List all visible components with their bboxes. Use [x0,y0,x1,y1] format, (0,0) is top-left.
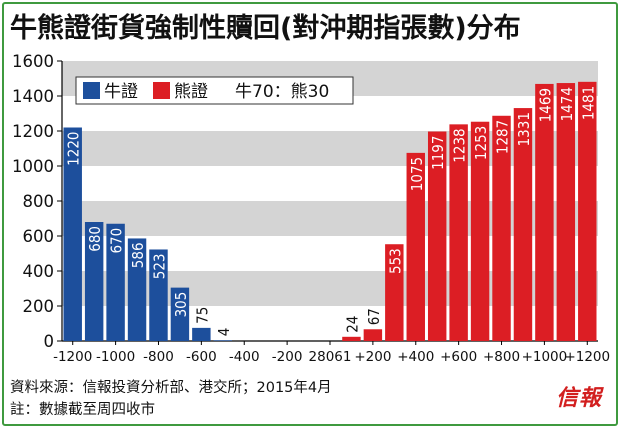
x-tick-label: +1200 [564,349,610,365]
data-label: 1197 [429,136,447,170]
hkej-logo: 信報 [555,385,602,411]
data-label: 1287 [494,120,512,154]
bear-bar [363,329,383,341]
bear-bar [492,115,511,342]
bear-bar [342,336,361,341]
data-label: 1481 [579,86,597,120]
bear-bar [556,83,576,342]
bull-bar [84,222,104,341]
y-tick-label: 1200 [12,122,54,141]
data-label: 1238 [451,128,469,162]
bull-bar [63,127,82,341]
data-label: 553 [386,248,404,274]
bear-bar [449,124,468,341]
legend-box [75,76,354,105]
bear-bar [406,152,425,341]
x-tick-label: +800 [483,349,520,365]
x-tick-label: -200 [272,349,303,365]
bull-bar [170,287,190,341]
legend-swatch-bull [83,82,100,99]
y-tick-label: 400 [23,262,55,281]
legend-swatch-bear [153,82,170,99]
x-tick-label: -400 [229,349,260,365]
bull-bar [192,327,211,341]
y-tick-label: 200 [23,297,55,316]
bull-bar [213,340,233,341]
x-tick-label: 28061 [309,349,352,365]
bear-bar [385,244,404,341]
data-label: 24 [343,316,361,333]
x-tick-label: +1000 [522,349,568,365]
y-tick-label: 600 [23,227,55,246]
data-label: 670 [108,228,126,254]
bull-bar [127,238,147,341]
y-axis: 0 200 400 600 800 1000 1200 1400 1600 [12,52,63,351]
y-tick-label: 0 [44,332,55,351]
data-label: 305 [172,292,190,318]
x-tick-label: -800 [143,349,174,365]
bear-bar [513,108,533,341]
chart-title: 牛熊證街貨強制性贖回(對沖期指張數)分布 [10,13,521,44]
y-tick-label: 1000 [12,157,54,176]
data-label: 523 [150,253,168,279]
y-tick-label: 1600 [12,52,54,71]
x-tick-label: -600 [186,349,217,365]
bear-bar [535,83,554,342]
legend: 牛證 熊證 牛70：熊30 [75,76,354,105]
bear-bar [427,131,447,341]
bull-bar [106,223,125,341]
y-tick-label: 1400 [12,87,54,106]
x-tick-label: -1000 [96,349,135,365]
x-tick-label: +200 [354,349,391,365]
x-tick-label: +400 [397,349,434,365]
bull-bar [149,249,168,341]
data-label: 1331 [515,112,533,146]
x-axis: -1200 -1000 -800 -600 -400 -200 28061 +200 +400 +… [53,340,610,365]
x-tick-label: -1200 [53,349,92,365]
source-note: 資料來源：信報投資分析部、港交所；2015年4月 [10,380,332,396]
legend-label-bull: 牛證 [104,82,138,102]
data-label: 4 [215,328,233,337]
data-note: 註：數據截至周四收市 [10,402,155,418]
x-tick-label: +600 [440,349,477,365]
data-label: 1469 [536,88,554,122]
data-label: 680 [86,226,104,252]
data-label: 1075 [408,157,426,191]
data-label: 75 [193,307,211,324]
data-label: 586 [129,242,147,268]
legend-label-bear: 熊證 [174,82,208,102]
data-label: 1474 [558,87,576,121]
data-label: 1220 [65,132,83,166]
bear-bar [578,81,597,341]
legend-ratio: 牛70：熊30 [235,82,329,102]
data-label: 67 [365,308,383,325]
y-tick-label: 800 [23,192,55,211]
bear-bar [470,121,490,341]
data-label: 1253 [472,126,490,160]
